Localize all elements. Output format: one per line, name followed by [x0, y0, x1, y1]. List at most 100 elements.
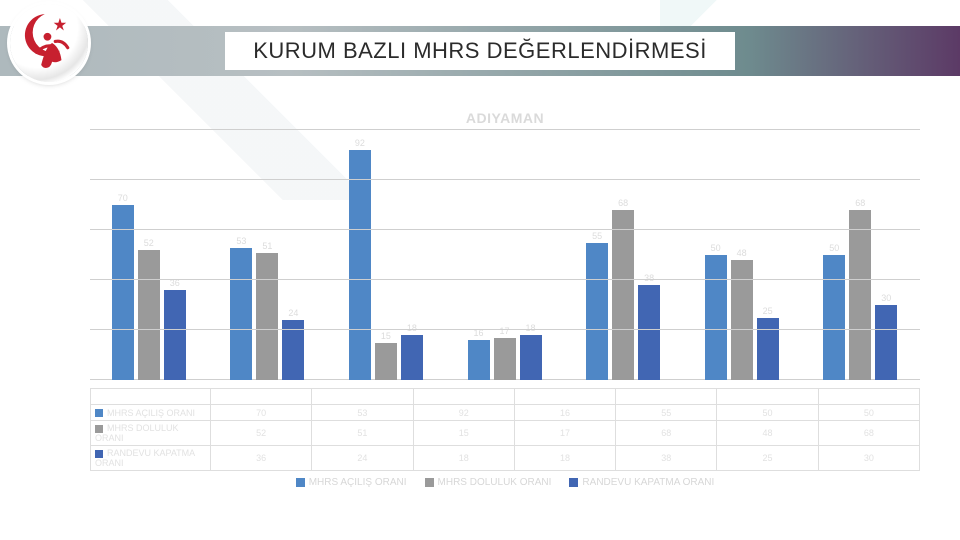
table-series-label: MHRS AÇILIŞ ORANI	[91, 405, 211, 421]
table-cell: 92	[413, 405, 514, 421]
table-category-header	[312, 389, 413, 405]
legend-swatch-icon	[425, 478, 434, 487]
chart-bar-group: 504825	[683, 130, 802, 380]
table-cell: 48	[717, 421, 818, 446]
chart-bar: 25	[757, 318, 779, 381]
table-row: MHRS DOLULUK ORANI52511517684868	[91, 421, 920, 446]
table-cell: 55	[616, 405, 717, 421]
chart-bar-value-label: 70	[118, 193, 128, 205]
chart-bar: 53	[230, 248, 252, 381]
legend-swatch-icon	[95, 409, 103, 417]
legend-swatch-icon	[95, 450, 103, 458]
table-cell: 68	[616, 421, 717, 446]
chart-bar: 55	[586, 243, 608, 381]
table-category-header	[413, 389, 514, 405]
chart-gridline	[90, 279, 920, 280]
chart-bar: 17	[494, 338, 516, 381]
table-cell: 30	[818, 446, 919, 471]
chart-gridline	[90, 129, 920, 130]
chart-container: ADIYAMAN 7052365351249215181617185568385…	[90, 110, 920, 510]
chart-bar: 15	[375, 343, 397, 381]
chart-bar: 70	[112, 205, 134, 380]
ministry-logo	[10, 4, 88, 82]
table-cell: 53	[312, 405, 413, 421]
table-cell: 18	[413, 446, 514, 471]
chart-bar: 68	[612, 210, 634, 380]
chart-bar-value-label: 24	[288, 308, 298, 320]
table-cell: 52	[211, 421, 312, 446]
table-row: RANDEVU KAPATMA ORANI36241818382530	[91, 446, 920, 471]
table-category-header	[616, 389, 717, 405]
table-cell: 38	[616, 446, 717, 471]
table-cell: 36	[211, 446, 312, 471]
table-corner-cell	[91, 389, 211, 405]
chart-bar: 50	[705, 255, 727, 380]
table-cell: 25	[717, 446, 818, 471]
chart-bar: 30	[875, 305, 897, 380]
legend-item: RANDEVU KAPATMA ORANI	[569, 477, 714, 488]
chart-bar: 92	[349, 150, 371, 380]
chart-bar-group: 556838	[564, 130, 683, 380]
chart-bar-value-label: 50	[829, 243, 839, 255]
chart-gridline	[90, 179, 920, 180]
chart-bar-value-label: 25	[763, 306, 773, 318]
table-category-header	[514, 389, 615, 405]
page-title: KURUM BAZLI MHRS DEĞERLENDİRMESİ	[225, 32, 735, 70]
chart-bar-value-label: 15	[381, 331, 391, 343]
chart-legend: MHRS AÇILIŞ ORANIMHRS DOLULUK ORANIRANDE…	[90, 477, 920, 488]
legend-swatch-icon	[95, 425, 103, 433]
table-cell: 51	[312, 421, 413, 446]
chart-bar-value-label: 53	[236, 236, 246, 248]
chart-bar-value-label: 30	[881, 293, 891, 305]
chart-bar-value-label: 55	[592, 231, 602, 243]
chart-bar-group: 506830	[801, 130, 920, 380]
table-series-label: RANDEVU KAPATMA ORANI	[91, 446, 211, 471]
chart-bar: 18	[520, 335, 542, 380]
chart-bar: 68	[849, 210, 871, 380]
table-cell: 24	[312, 446, 413, 471]
legend-swatch-icon	[569, 478, 578, 487]
table-cell: 15	[413, 421, 514, 446]
chart-bar-groups: 7052365351249215181617185568385048255068…	[90, 130, 920, 380]
chart-bar: 52	[138, 250, 160, 380]
chart-bar: 48	[731, 260, 753, 380]
table-series-label: MHRS DOLULUK ORANI	[91, 421, 211, 446]
chart-gridline	[90, 329, 920, 330]
chart-bar-value-label: 50	[711, 243, 721, 255]
legend-item: MHRS AÇILIŞ ORANI	[296, 477, 407, 488]
chart-bar: 38	[638, 285, 660, 380]
chart-bar: 16	[468, 340, 490, 380]
page-header: KURUM BAZLI MHRS DEĞERLENDİRMESİ	[0, 26, 960, 76]
table-cell: 68	[818, 421, 919, 446]
table-category-header	[717, 389, 818, 405]
chart-bar-value-label: 52	[144, 238, 154, 250]
table-row: MHRS AÇILIŞ ORANI70539216555050	[91, 405, 920, 421]
table-cell: 16	[514, 405, 615, 421]
table-cell: 50	[818, 405, 919, 421]
chart-bar-value-label: 17	[500, 326, 510, 338]
chart-plot-area: 7052365351249215181617185568385048255068…	[90, 130, 920, 380]
chart-bar: 18	[401, 335, 423, 380]
table-cell: 17	[514, 421, 615, 446]
chart-gridline	[90, 229, 920, 230]
legend-swatch-icon	[296, 478, 305, 487]
chart-title: ADIYAMAN	[90, 110, 920, 126]
chart-bar: 51	[256, 253, 278, 381]
chart-bar-value-label: 68	[618, 198, 628, 210]
chart-bar-group: 535124	[209, 130, 328, 380]
chart-bar-value-label: 92	[355, 138, 365, 150]
table-category-header	[211, 389, 312, 405]
chart-bar: 50	[823, 255, 845, 380]
chart-bar-value-label: 68	[855, 198, 865, 210]
chart-bar-group: 921518	[327, 130, 446, 380]
chart-bar-group: 705236	[90, 130, 209, 380]
table-cell: 70	[211, 405, 312, 421]
chart-bar: 36	[164, 290, 186, 380]
chart-data-table: MHRS AÇILIŞ ORANI70539216555050MHRS DOLU…	[90, 388, 920, 471]
chart-bar-value-label: 51	[262, 241, 272, 253]
table-cell: 18	[514, 446, 615, 471]
chart-bar-value-label: 48	[737, 248, 747, 260]
chart-bar-group: 161718	[446, 130, 565, 380]
table-cell: 50	[717, 405, 818, 421]
table-category-header	[818, 389, 919, 405]
